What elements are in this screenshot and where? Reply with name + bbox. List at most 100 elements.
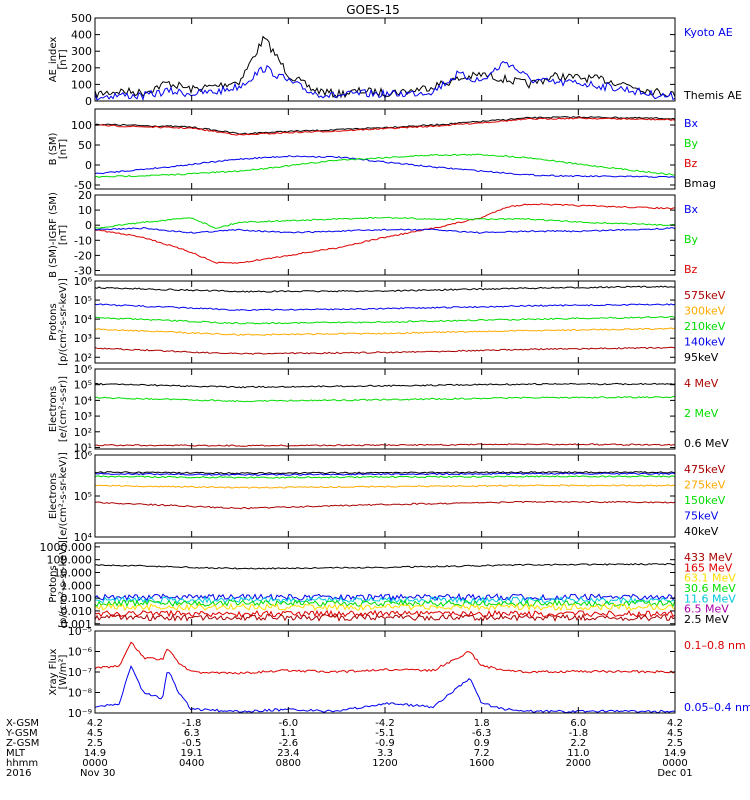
xaxis-date-end: Dec 01	[657, 768, 692, 779]
series-by	[94, 216, 676, 229]
ytick-label: 1.000	[61, 579, 93, 592]
ytick-label: -50	[74, 179, 92, 192]
legend-275kev: 275keV	[684, 479, 726, 492]
series-0-1-0-8-nm	[94, 641, 676, 675]
xaxis-row-label: MLT	[6, 748, 26, 759]
ylabel-line: Electrons	[48, 473, 59, 519]
legend-2-mev: 2 MeV	[684, 407, 719, 420]
ytick-label: 1000.000	[40, 541, 93, 554]
series-bx	[94, 227, 676, 234]
ylabel-line: Electrons	[48, 386, 59, 432]
series-165-mev	[94, 609, 676, 618]
legend-575kev: 575keV	[684, 289, 726, 302]
series-30-6-mev	[94, 598, 676, 608]
legend-2-5-mev: 2.5 MeV	[684, 613, 729, 626]
ylabel-line: Protons	[48, 565, 59, 602]
ytick-label: 10⁻⁵	[68, 625, 92, 638]
series-40kev	[94, 471, 676, 475]
ytick-label: 10³	[74, 410, 92, 423]
series-210kev	[94, 315, 676, 325]
series-bmag	[94, 115, 676, 135]
xaxis-value: 4.2	[87, 718, 103, 729]
ytick-label: 50	[78, 139, 92, 152]
ytick-label: 400	[71, 29, 92, 42]
ytick-label: 10⁻⁷	[68, 666, 92, 679]
ytick-label: 10⁻⁹	[68, 707, 92, 720]
legend-bz: Bz	[684, 263, 698, 276]
ytick-label: 10⁶	[74, 275, 93, 288]
xaxis-value: 4.2	[667, 718, 683, 729]
series-2-mev	[94, 396, 675, 403]
xaxis-value: -5.1	[375, 728, 395, 739]
xaxis-value: -6.0	[279, 718, 299, 729]
ytick-label: 10⁵	[74, 490, 92, 503]
legend-75kev: 75keV	[684, 510, 719, 523]
ytick-label: 10⁶	[74, 449, 93, 462]
ytick-label: 10⁶	[74, 363, 93, 376]
ytick-label: 500	[71, 12, 92, 25]
panel-frame	[94, 454, 676, 538]
xaxis-value: 11.0	[567, 748, 589, 759]
legend-bz: Bz	[684, 157, 698, 170]
series-95kev	[94, 285, 676, 293]
legend-300kev: 300keV	[684, 305, 726, 318]
series-63-1-mev	[94, 602, 676, 612]
legend-bx: Bx	[684, 117, 699, 130]
ytick-label: 0.010	[61, 605, 93, 618]
legend-433-mev: 433 MeV	[684, 551, 733, 564]
xaxis-value: 0800	[276, 758, 301, 769]
panel-frame	[94, 368, 676, 450]
series-575kev	[94, 346, 676, 355]
ytick-label: 20	[78, 189, 92, 202]
xaxis-value: 7.2	[474, 748, 490, 759]
ytick-label: 100	[71, 78, 92, 91]
panel-3: 10² 10³ 10⁴ 10⁵ 10⁶ Protons [p/(cm²-s-sr-keV)]…	[48, 275, 726, 366]
xaxis-value: -1.8	[569, 728, 589, 739]
xaxis-value: -0.5	[182, 738, 202, 749]
series-275kev	[94, 484, 676, 489]
xaxis-value: 2.5	[87, 738, 103, 749]
ytick-label: 0	[85, 95, 92, 108]
legend-11-6-mev: 11.6 MeV	[684, 592, 736, 605]
legend-0-6-mev: 0.6 MeV	[684, 437, 729, 450]
ytick-label: 10.000	[54, 566, 93, 579]
ytick-label: 10²	[74, 351, 92, 364]
xaxis-value: 0400	[179, 758, 204, 769]
ytick-label: 0.001	[61, 618, 93, 631]
panel-1: -50 0 50 100 B (SM) [nT] Bx By Bz Bmag	[48, 108, 716, 192]
legend-30-6-mev: 30.6 MeV	[684, 582, 736, 595]
legend-0-05-0-4-nm: 0.05–0.4 nm	[684, 701, 750, 714]
xaxis-value: 2.5	[667, 738, 683, 749]
xaxis-value: -4.2	[375, 718, 395, 729]
legend-4-mev: 4 MeV	[684, 377, 719, 390]
ylabel-line: [W/m²]	[58, 654, 69, 689]
xaxis-value: 4.5	[667, 728, 683, 739]
xaxis-value: -0.9	[375, 738, 395, 749]
series-2-5-mev	[94, 563, 676, 570]
ytick-label: 10³	[74, 332, 92, 345]
xaxis-value: 2.2	[570, 738, 586, 749]
xaxis-value: 23.4	[277, 748, 299, 759]
series-bx	[94, 155, 676, 178]
panel-6: 0.0010.0100.1001.00010.000100.0001000.00…	[40, 540, 737, 631]
ytick-label: 10	[78, 204, 92, 217]
ytick-label: 100.000	[47, 554, 93, 567]
legend-by: By	[684, 137, 699, 150]
xaxis-value: 1.8	[474, 718, 490, 729]
legend-95kev: 95keV	[684, 351, 719, 364]
series-0-05-0-4-nm	[94, 664, 676, 714]
series-bz	[94, 203, 676, 264]
panel-2: -30 -20 -10 0 10 20 B (SM)-IGRF (SM) [nT] Bx By Bz	[48, 189, 699, 278]
series-kyoto-ae	[94, 60, 676, 101]
legend-40kev: 40keV	[684, 525, 719, 538]
xaxis-value: 0000	[82, 758, 107, 769]
series-themis-ae	[94, 35, 676, 100]
ytick-label: -10	[74, 234, 92, 247]
legend-0-1-0-8-nm: 0.1–0.8 nm	[684, 639, 746, 652]
ylabel-line: Xray Flux	[48, 648, 59, 695]
legend-63-1-mev: 63.1 MeV	[684, 572, 736, 585]
series-bz	[94, 117, 676, 136]
plot-title: GOES-15	[346, 3, 400, 17]
